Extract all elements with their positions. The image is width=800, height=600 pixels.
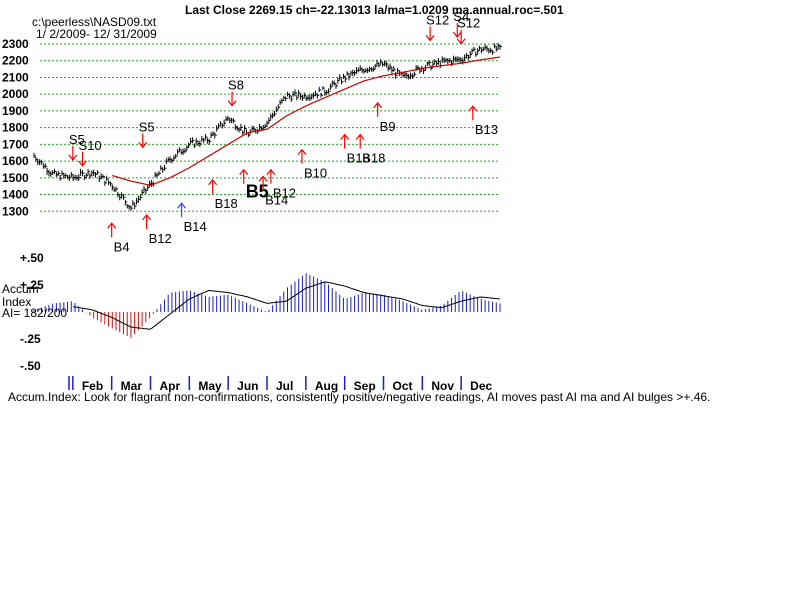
sell-signal-label: S5 [69, 132, 85, 147]
price-tick-label: 1900 [2, 104, 29, 118]
month-label: Dec [470, 379, 492, 393]
sell-arrow-head [425, 34, 435, 42]
sell-arrow-head [68, 154, 78, 161]
buy-arrow-head [142, 213, 152, 221]
buy-signal-label: B18 [362, 151, 385, 166]
sell-signal-label: S5 [139, 119, 155, 134]
ai-score-label: AI= 182/200 [2, 306, 68, 320]
buy-arrow-head [468, 105, 478, 112]
price-tick-label: 1400 [2, 188, 29, 202]
accum-title-line2: Index [2, 295, 32, 309]
price-tick-label: 1800 [2, 121, 29, 135]
buy-arrow-head [239, 168, 249, 176]
buy-arrow-head [266, 168, 276, 176]
month-label: May [198, 379, 222, 393]
buy-signal-label: B10 [304, 166, 327, 181]
price-tick-label: 2300 [2, 37, 29, 51]
ai-tick-label: +.25 [20, 278, 44, 292]
month-label: Jun [237, 379, 258, 393]
month-axis: Feb Mar Apr May Jun Jul Aug Sep Oct Nov Dec [68, 376, 493, 393]
data-file-label: c:\peerless\NASD09.txt [32, 15, 157, 29]
sell-signal-label: S10 [79, 138, 102, 153]
buy-arrow-head [355, 133, 365, 140]
price-tick-label: 1500 [2, 171, 29, 185]
sell-signal-label: S12 [426, 12, 449, 27]
moving-average-line [112, 56, 501, 186]
ai-series [33, 273, 501, 338]
sell-arrow-head [227, 100, 237, 107]
sell-signal-label: S12 [457, 16, 480, 31]
buy-signal-label: B18 [215, 196, 238, 211]
ai-tick-label: +.50 [20, 251, 44, 265]
sell-arrow-head [452, 31, 462, 38]
price-tick-label: 1300 [2, 204, 29, 218]
price-tick-label: 1700 [2, 137, 29, 151]
buy-signal-label: B14 [184, 219, 207, 234]
month-label: Sep [354, 379, 376, 393]
accum-title-line1: Accum [2, 282, 39, 296]
sell-arrow-head [138, 142, 148, 149]
month-label: Feb [82, 379, 103, 393]
ai-tick-label: -.25 [20, 332, 41, 346]
buy-signal-label: B14 [265, 192, 288, 207]
month-label: Aug [315, 379, 338, 393]
buy-signal-label: B18 [347, 151, 370, 166]
month-label: Nov [431, 379, 454, 393]
buy-signal-label: B12 [149, 231, 172, 246]
month-label: Apr [160, 379, 181, 393]
sell-arrow-head [456, 38, 466, 45]
buy-signal-label: B9 [380, 119, 396, 134]
date-range-label: 1/ 2/2009- 12/ 31/2009 [36, 27, 157, 41]
buy-signal-label: B4 [114, 239, 130, 254]
buy-arrow-head [107, 222, 117, 229]
month-label: Jul [276, 379, 293, 393]
ai-y-ticks: +.50 +.25 -.25 -.50 [20, 251, 44, 373]
price-y-ticks: 1300 1400 1500 1600 1700 1800 1900 2000 2100 2200… [2, 37, 29, 218]
buy-arrow-head [208, 178, 218, 186]
ai-moving-average-line [73, 281, 501, 330]
buy-arrow-head [340, 133, 350, 140]
month-label: Mar [121, 379, 143, 393]
price-tick-label: 1600 [2, 154, 29, 168]
price-tick-label: 2100 [2, 70, 29, 84]
buy-signal-label: B12 [273, 186, 296, 201]
footer-note: Accum.Index: Look for flagrant non-confi… [8, 390, 711, 404]
buy-arrow-head [258, 175, 268, 182]
price-tick-label: 2000 [2, 87, 29, 101]
price-tick-label: 2200 [2, 54, 29, 68]
sell-arrow-head [78, 160, 88, 167]
buy-arrow-head [373, 101, 383, 109]
month-label: Oct [393, 379, 413, 393]
buy-arrow-head [177, 202, 187, 209]
ai-tick-label: -.50 [20, 359, 41, 373]
sell-signal-label: S8 [228, 78, 244, 93]
sell-signal-label: S4 [453, 9, 469, 24]
buy-arrow-head [297, 148, 307, 156]
accum-title: Accum Index [2, 283, 39, 309]
chart-title: Last Close 2269.15 ch=-22.13013 la/ma=1.… [185, 3, 564, 17]
buy-signal-label: B13 [475, 122, 498, 137]
price-series [33, 43, 502, 212]
